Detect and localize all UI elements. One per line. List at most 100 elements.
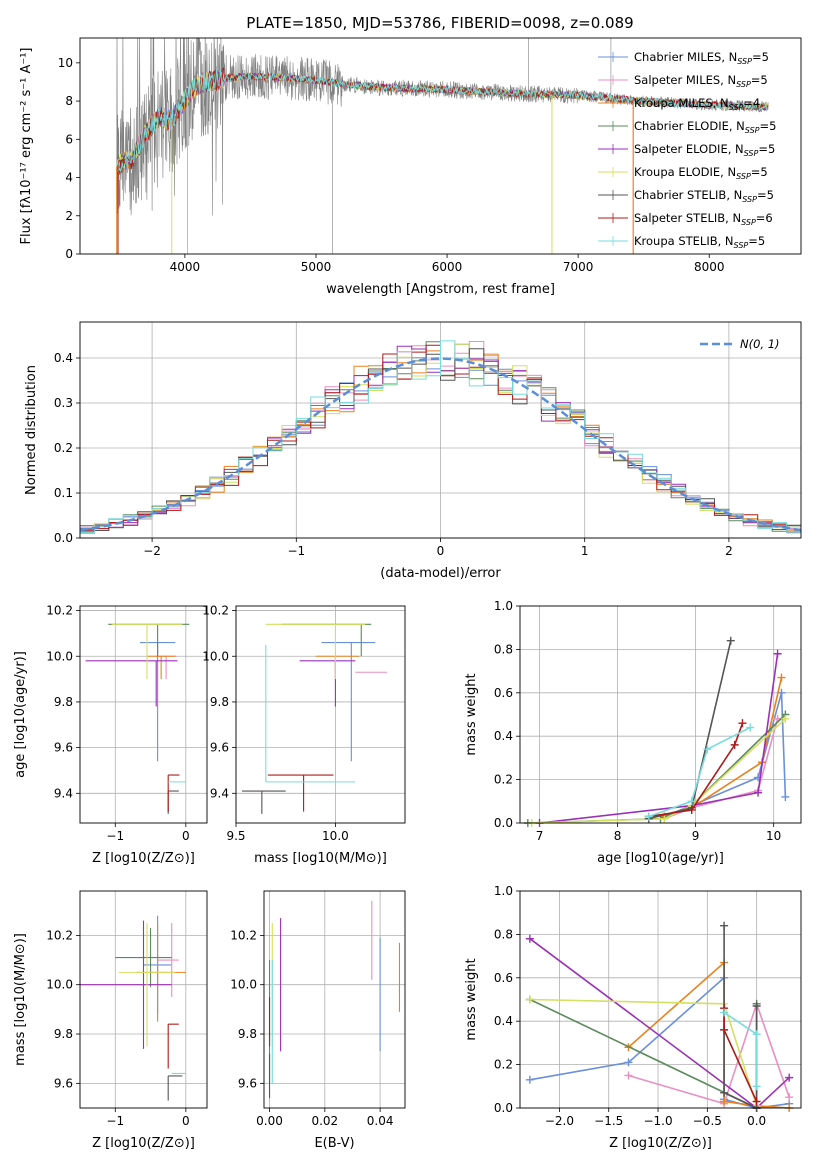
y-tick-label: 4 — [65, 171, 73, 185]
gaussian-curve — [80, 357, 801, 532]
marker-salpeter-elodie — [773, 649, 782, 658]
x-tick-label: −1.0 — [643, 1114, 672, 1128]
marker-kroupa-stelib — [703, 745, 712, 754]
legend-label-sub: SSP — [737, 57, 752, 66]
y-tick-label: 0.4 — [54, 351, 73, 365]
mass_weight_vs_age-frame — [519, 605, 802, 824]
spectrum-model-kroupa-stelib — [116, 69, 768, 172]
x-tick-label: 10.0 — [322, 829, 349, 843]
x-tick-label: −1 — [106, 1114, 124, 1128]
y-tick-label: 10.0 — [230, 978, 257, 992]
marker-chabrier-stelib — [752, 1002, 761, 1011]
y-tick-label: 1.0 — [494, 599, 513, 613]
legend-label-base: Salpeter MILES, N — [634, 73, 736, 87]
y-tick-label: 10.2 — [46, 928, 73, 942]
marker-salpeter-stelib — [738, 719, 747, 728]
mass_vs_ebv-frame — [263, 890, 406, 1109]
spectrum-frame — [79, 37, 802, 255]
legend-label-sub: SSP — [736, 172, 751, 181]
x-tick-label: 0 — [437, 544, 445, 558]
legend-label-tail: =5 — [757, 188, 774, 202]
legend-label-kroupa-stelib: Kroupa STELIB, NSSP=5 — [634, 234, 765, 250]
series-line-chabrier-elodie — [527, 713, 786, 823]
marker-kroupa-miles — [777, 673, 786, 682]
series-line-chabrier-stelib — [648, 640, 732, 820]
legend-label-kroupa-elodie: Kroupa ELODIE, NSSP=5 — [634, 165, 768, 181]
marker-kroupa-elodie — [781, 714, 790, 723]
y-tick-label: 0 — [65, 247, 73, 261]
y-tick-label: 9.6 — [54, 1076, 73, 1090]
y-tick-label: 6 — [65, 132, 73, 146]
legend-label-chabrier-stelib: Chabrier STELIB, NSSP=5 — [634, 188, 774, 204]
marker-salpeter-miles — [785, 1093, 794, 1102]
mass_vs_Z-frame — [79, 890, 208, 1109]
marker-salpeter-elodie — [525, 934, 534, 943]
mass_weight_vs_age-ylabel: mass weight — [464, 673, 479, 755]
legend-label-sub: SSP — [736, 80, 751, 89]
x-tick-label: −1 — [287, 544, 305, 558]
mass_weight_vs_age-axes: 7 8 9 10 0.0 0.2 0.4 0.6 0.8 1.0 — [494, 599, 801, 843]
legend-label-salpeter-miles: Salpeter MILES, NSSP=5 — [634, 73, 768, 89]
series-line-kroupa-stelib — [648, 726, 751, 818]
legend-label-base: Kroupa STELIB, N — [634, 234, 734, 248]
y-tick-label: 0.1 — [54, 486, 73, 500]
legend-label-tail: =6 — [756, 211, 773, 225]
marker-chabrier-stelib — [726, 636, 735, 645]
series-line-salpeter-elodie — [539, 653, 779, 823]
legend-label-base: Salpeter STELIB, N — [634, 211, 741, 225]
y-tick-label: 0.4 — [494, 729, 513, 743]
legend-label-base: Kroupa MILES, N — [634, 96, 729, 110]
marker-salpeter-stelib — [752, 1097, 761, 1106]
marker-chabrier-miles — [781, 792, 790, 801]
legend-label-tail: =5 — [758, 142, 775, 156]
x-tick-label: −2 — [143, 544, 161, 558]
x-tick-label: 1 — [581, 544, 589, 558]
y-tick-label: 0.3 — [54, 396, 73, 410]
legend-label-base: Kroupa ELODIE, N — [634, 165, 736, 179]
series-line-kroupa-miles — [627, 960, 790, 1108]
legend-label-sub: SSP — [734, 241, 749, 250]
series-line-kroupa-stelib — [723, 1011, 758, 1087]
residual-hist-kroupa-stelib — [80, 340, 801, 533]
y-tick-label: 0.8 — [494, 642, 513, 656]
spectrum-xlabel: wavelength [Angstrom, rest frame] — [326, 282, 555, 297]
marker-chabrier-stelib — [720, 1088, 729, 1097]
y-tick-label: 0.0 — [494, 1101, 513, 1115]
legend-label-tail: =5 — [751, 73, 768, 87]
mass_vs_Z-axes: −1 0 9.6 9.8 10.0 10.2 — [46, 891, 207, 1128]
x-tick-label: 8000 — [694, 260, 725, 274]
legend-label-kroupa-miles: Kroupa MILES, NSSP=4 — [634, 96, 760, 112]
figure-title: PLATE=1850, MJD=53786, FIBERID=0098, z=0… — [246, 14, 633, 32]
age_vs_mass-xlabel: mass [log10(M/M⊙)] — [254, 851, 387, 866]
y-tick-label: 0.6 — [494, 686, 513, 700]
x-tick-label: −2.0 — [545, 1114, 574, 1128]
series-line-chabrier-elodie — [529, 998, 758, 1108]
y-tick-label: 8 — [65, 94, 73, 108]
legend-label-sub: SSP — [745, 126, 760, 135]
marker-chabrier-miles — [525, 1075, 534, 1084]
legend-label-tail: =5 — [748, 234, 765, 248]
y-tick-label: 0.2 — [54, 441, 73, 455]
mass_vs_Z-ylabel: mass [log10(M/M⊙)] — [13, 933, 28, 1066]
x-tick-label: 9 — [692, 829, 700, 843]
y-tick-label: 9.4 — [54, 786, 73, 800]
y-tick-label: 10 — [58, 56, 73, 70]
legend-label-base: Chabrier MILES, N — [634, 50, 737, 64]
legend-label-chabrier-miles: Chabrier MILES, NSSP=5 — [634, 50, 769, 66]
y-tick-label: 9.4 — [210, 786, 229, 800]
x-tick-label: 0.0 — [747, 1114, 766, 1128]
marker-kroupa-stelib — [687, 797, 696, 806]
legend-label-sub: SSP — [744, 149, 759, 158]
x-tick-label: −1.5 — [594, 1114, 623, 1128]
y-tick-label: 9.8 — [210, 695, 229, 709]
series-line-salpeter-elodie — [529, 938, 790, 1108]
marker-kroupa-stelib — [746, 723, 755, 732]
marker-salpeter-elodie — [785, 1073, 794, 1082]
mass_vs_ebv-axes: 0.00 0.02 0.04 9.6 9.8 10.0 10.2 — [230, 891, 405, 1128]
age_vs_Z-ylabel: age [log10(age/yr)] — [13, 651, 28, 778]
marker-kroupa-stelib — [644, 812, 653, 821]
age_vs_Z-xlabel: Z [log10(Z/Z⊙)] — [92, 851, 195, 866]
y-tick-label: 10.2 — [46, 604, 73, 618]
residuals-ylabel: Normed distribution — [24, 365, 39, 495]
